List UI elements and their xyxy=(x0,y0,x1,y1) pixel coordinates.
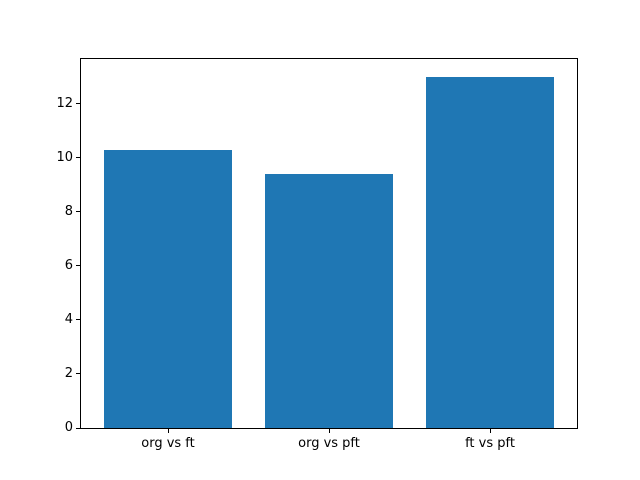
x-tick xyxy=(167,429,169,433)
x-tick xyxy=(328,429,330,433)
y-tick xyxy=(76,373,80,375)
y-tick-label: 12 xyxy=(56,95,73,111)
y-tick xyxy=(76,103,80,105)
y-tick-label: 10 xyxy=(56,149,73,165)
y-tick-label: 2 xyxy=(64,365,73,381)
y-tick-label: 8 xyxy=(64,203,73,219)
x-tick-label: org vs pft xyxy=(298,436,360,451)
y-tick xyxy=(76,211,80,213)
y-tick-label: 4 xyxy=(64,311,73,327)
y-tick xyxy=(76,157,80,159)
y-tick-label: 0 xyxy=(64,420,73,435)
bar-org-vs-pft xyxy=(264,173,394,428)
bar-ft-vs-pft xyxy=(425,76,555,428)
x-tick-label: ft vs pft xyxy=(465,436,515,451)
y-tick xyxy=(76,427,80,429)
y-tick-label: 6 xyxy=(64,257,73,273)
y-tick xyxy=(76,265,80,267)
x-tick xyxy=(489,429,491,433)
plot-area: 0 2 4 6 8 10 12 org vs ft org vs pft ft vs pft xyxy=(56,58,578,451)
y-tick xyxy=(76,319,80,321)
bar-org-vs-ft xyxy=(103,149,233,428)
x-tick-label: org vs ft xyxy=(141,436,195,451)
